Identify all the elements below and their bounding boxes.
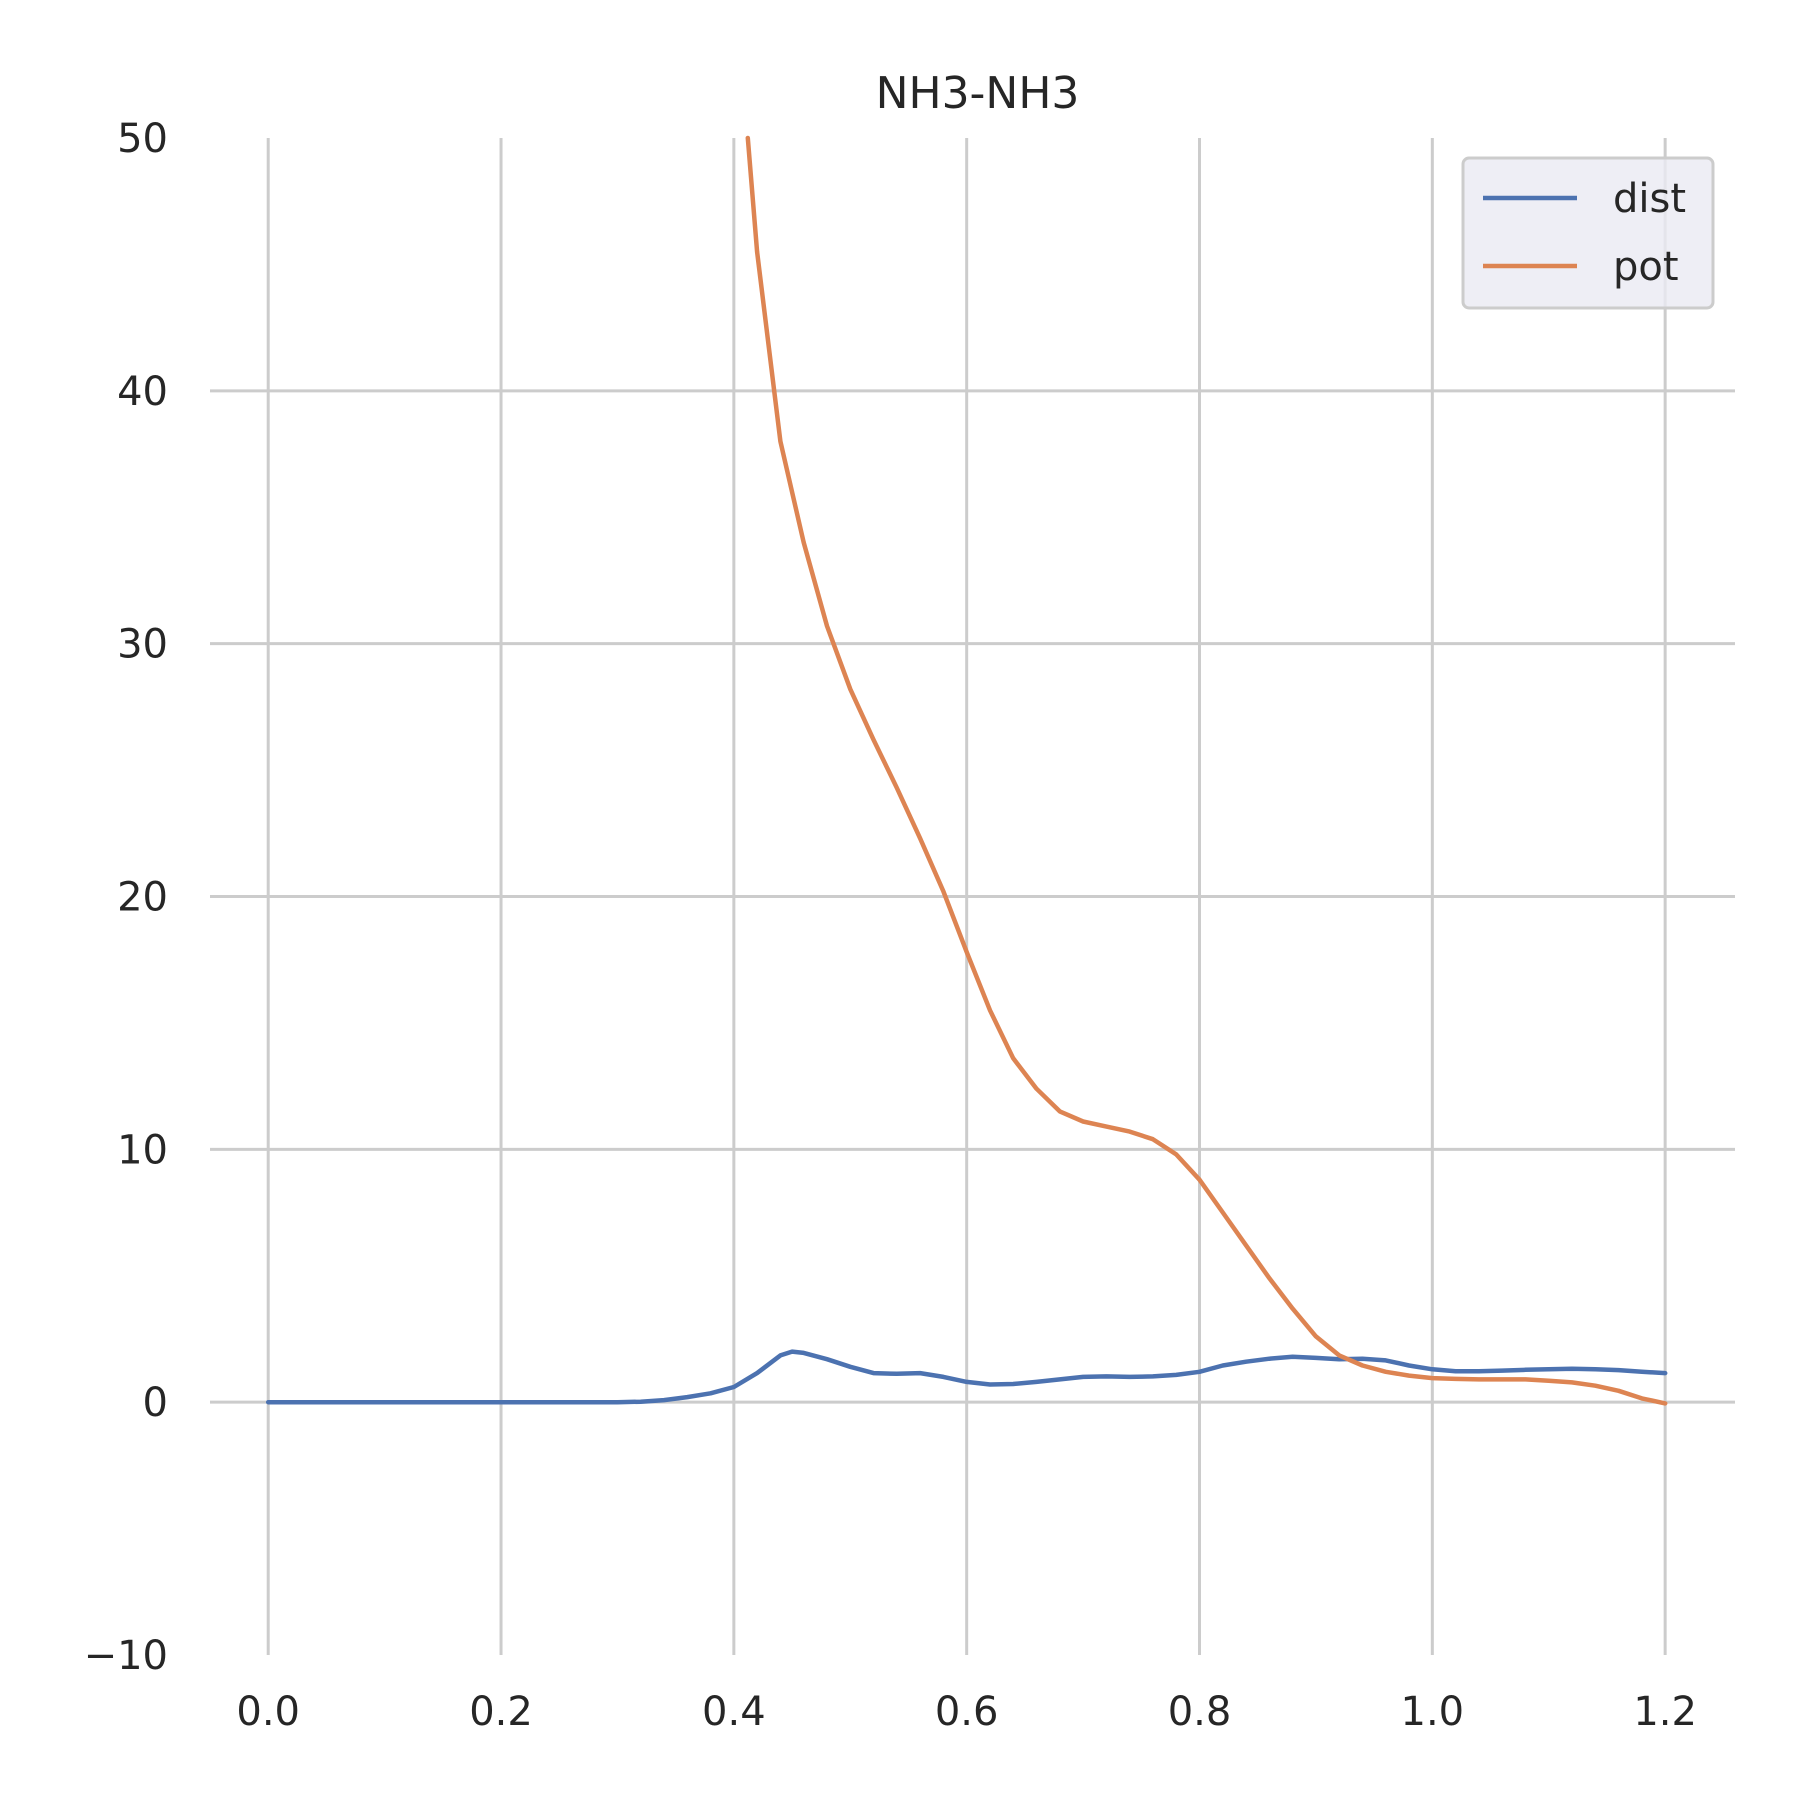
legend-box <box>1461 156 1715 310</box>
x-tick-label: 0.6 <box>935 1689 999 1735</box>
y-tick-label: 10 <box>117 1127 168 1173</box>
legend-label-dist: dist <box>1613 176 1686 222</box>
chart-title: NH3-NH3 <box>876 68 1080 119</box>
x-tick-label: 1.2 <box>1633 1689 1697 1735</box>
x-tick-label: 0.2 <box>469 1689 533 1735</box>
x-tick-label: 0.0 <box>236 1689 300 1735</box>
plot-area <box>265 135 1668 1406</box>
x-tick-label: 1.0 <box>1401 1689 1465 1735</box>
y-tick-label: −10 <box>84 1633 168 1679</box>
x-axis-ticks: 0.0 0.2 0.4 0.6 0.8 1.0 1.2 <box>236 1689 1697 1735</box>
x-tick-label: 0.4 <box>702 1689 766 1735</box>
y-axis-ticks: −10 0 10 20 30 40 50 <box>84 116 168 1679</box>
y-tick-label: 20 <box>117 875 168 921</box>
grid <box>210 138 1735 1655</box>
x-tick-label: 0.8 <box>1168 1689 1232 1735</box>
y-tick-label: 40 <box>117 369 168 415</box>
y-tick-label: 30 <box>117 622 168 668</box>
legend: dist pot <box>1461 156 1715 310</box>
legend-entries: dist pot <box>1483 176 1686 290</box>
y-tick-label: 0 <box>143 1380 168 1426</box>
series-line-dist <box>265 1349 1668 1405</box>
y-tick-label: 50 <box>117 116 168 162</box>
series-line-pot <box>745 135 1668 1406</box>
legend-label-pot: pot <box>1613 244 1679 290</box>
